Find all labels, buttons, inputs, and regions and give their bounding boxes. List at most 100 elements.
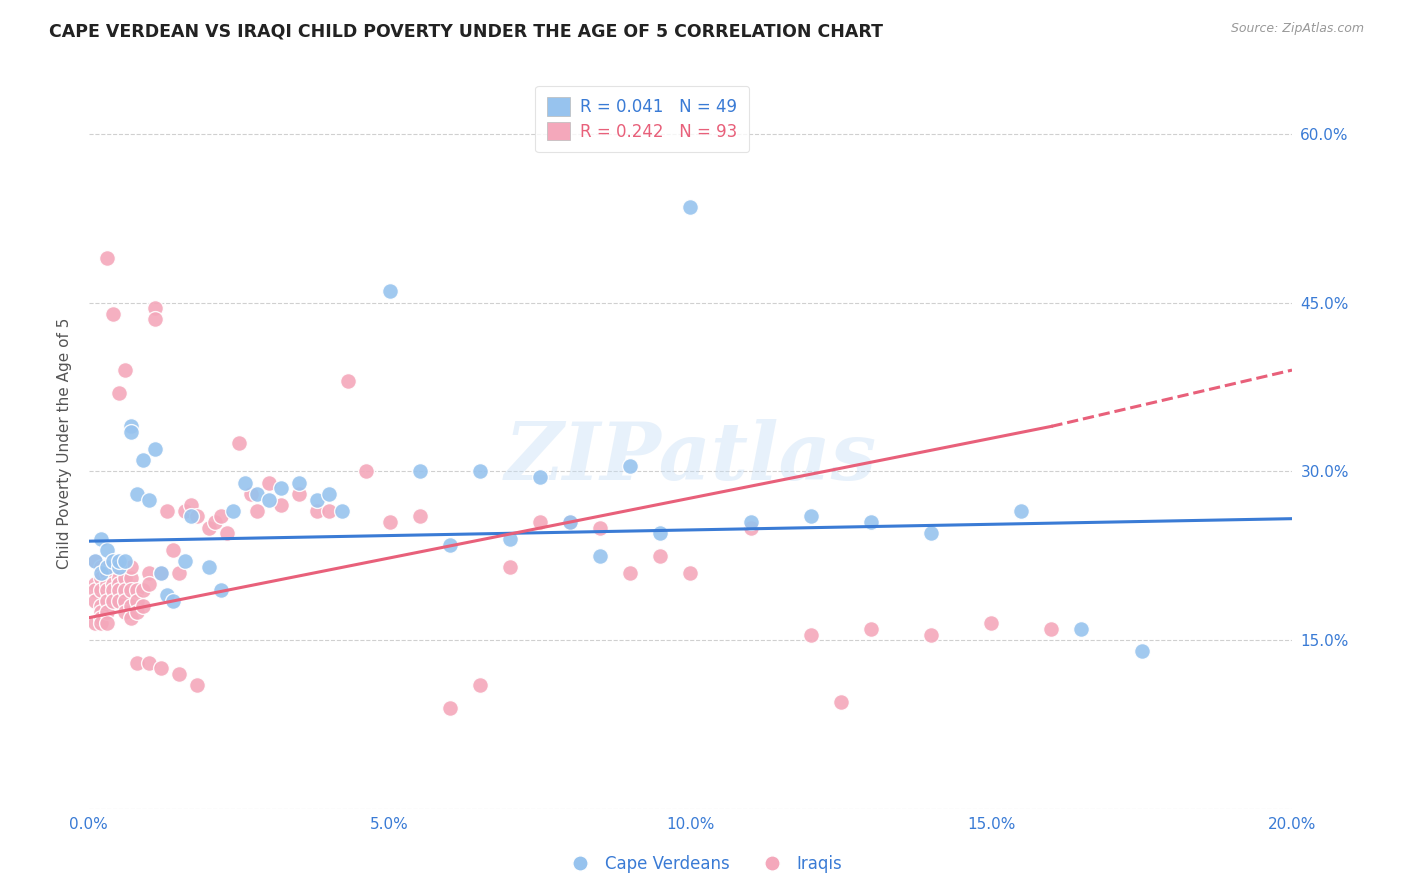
Point [180, 498, 202, 512]
Point [108, 560, 131, 574]
Point [529, 470, 551, 484]
Point [198, 521, 221, 535]
Point [740, 521, 762, 535]
Point [270, 481, 292, 495]
Point [318, 504, 340, 518]
Point [125, 582, 148, 597]
Point [529, 515, 551, 529]
Point [589, 549, 612, 563]
Y-axis label: Child Poverty Under the Age of 5: Child Poverty Under the Age of 5 [58, 318, 72, 569]
Point [1070, 622, 1092, 636]
Point [198, 560, 221, 574]
Point [409, 464, 432, 478]
Point [174, 554, 197, 568]
Text: Source: ZipAtlas.com: Source: ZipAtlas.com [1230, 22, 1364, 36]
Text: ZIPatlas: ZIPatlas [505, 419, 876, 497]
Point [83, 554, 105, 568]
Point [156, 504, 179, 518]
Point [228, 436, 250, 450]
Point [108, 385, 131, 400]
Point [101, 554, 124, 568]
Point [143, 312, 166, 326]
Point [96, 251, 118, 265]
Point [114, 594, 136, 608]
Point [83, 616, 105, 631]
Legend: R = 0.041   N = 49, R = 0.242   N = 93: R = 0.041 N = 49, R = 0.242 N = 93 [536, 86, 749, 153]
Point [90, 532, 112, 546]
Point [174, 504, 197, 518]
Point [120, 571, 142, 585]
Point [920, 526, 942, 541]
Point [1130, 644, 1153, 658]
Point [143, 442, 166, 456]
Text: CAPE VERDEAN VS IRAQI CHILD POVERTY UNDER THE AGE OF 5 CORRELATION CHART: CAPE VERDEAN VS IRAQI CHILD POVERTY UNDE… [49, 22, 883, 40]
Point [132, 453, 155, 467]
Point [108, 571, 131, 585]
Point [920, 627, 942, 641]
Point [409, 509, 432, 524]
Point [378, 285, 401, 299]
Point [90, 616, 112, 631]
Point [318, 487, 340, 501]
Point [83, 582, 105, 597]
Point [114, 605, 136, 619]
Point [96, 543, 118, 558]
Point [125, 487, 148, 501]
Point [101, 582, 124, 597]
Point [288, 475, 311, 490]
Point [96, 566, 118, 580]
Point [1010, 504, 1032, 518]
Point [259, 492, 281, 507]
Point [288, 487, 311, 501]
Point [108, 554, 131, 568]
Point [101, 577, 124, 591]
Point [1040, 622, 1063, 636]
Point [108, 577, 131, 591]
Point [307, 504, 329, 518]
Point [186, 678, 208, 692]
Point [90, 560, 112, 574]
Point [132, 599, 155, 614]
Point [150, 566, 173, 580]
Point [114, 363, 136, 377]
Point [108, 560, 131, 574]
Point [101, 594, 124, 608]
Point [125, 605, 148, 619]
Point [217, 526, 239, 541]
Point [162, 594, 184, 608]
Point [468, 464, 491, 478]
Point [83, 554, 105, 568]
Point [336, 375, 359, 389]
Point [650, 549, 672, 563]
Point [499, 560, 522, 574]
Point [96, 560, 118, 574]
Point [558, 515, 581, 529]
Point [619, 458, 641, 473]
Point [90, 566, 112, 580]
Point [650, 526, 672, 541]
Point [679, 566, 702, 580]
Point [307, 492, 329, 507]
Point [800, 509, 823, 524]
Point [499, 532, 522, 546]
Point [83, 577, 105, 591]
Point [120, 582, 142, 597]
Point [125, 594, 148, 608]
Point [222, 504, 245, 518]
Point [101, 307, 124, 321]
Point [138, 656, 160, 670]
Point [96, 605, 118, 619]
Point [138, 577, 160, 591]
Point [167, 667, 190, 681]
Point [138, 492, 160, 507]
Point [150, 661, 173, 675]
Point [96, 616, 118, 631]
Point [132, 582, 155, 597]
Point [186, 509, 208, 524]
Point [150, 566, 173, 580]
Point [330, 504, 353, 518]
Point [468, 678, 491, 692]
Point [143, 301, 166, 315]
Point [180, 509, 202, 524]
Point [859, 515, 882, 529]
